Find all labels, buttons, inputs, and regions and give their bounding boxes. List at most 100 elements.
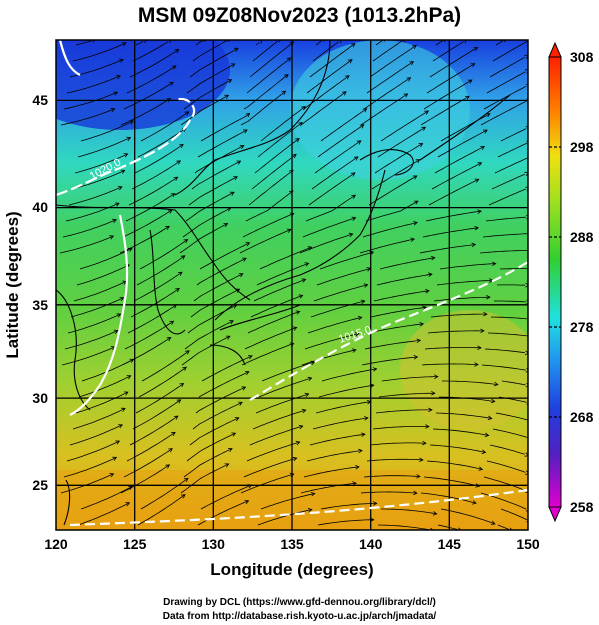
streamline-arrowhead xyxy=(226,207,232,212)
colorbar-tick-label: 268 xyxy=(570,409,594,425)
streamline-arrowhead xyxy=(119,297,125,302)
streamline-arrowhead xyxy=(307,376,313,382)
streamline-arrowhead xyxy=(477,209,482,214)
streamline-arrowhead xyxy=(490,520,496,525)
streamline-arrowhead xyxy=(279,40,281,43)
streamline-arrowhead xyxy=(471,242,477,248)
streamline-arrowhead xyxy=(428,407,433,413)
streamline xyxy=(308,172,356,206)
streamline xyxy=(381,376,438,382)
streamline xyxy=(68,186,123,206)
streamline-arrowhead xyxy=(110,107,116,113)
streamline xyxy=(66,75,121,94)
streamline xyxy=(258,377,312,398)
streamline-arrowhead xyxy=(524,171,528,177)
streamline-arrowhead xyxy=(289,169,294,175)
streamline-arrowhead xyxy=(351,194,357,199)
streamline xyxy=(239,229,291,254)
streamline-arrowhead xyxy=(419,322,425,327)
streamline xyxy=(135,383,184,414)
streamline xyxy=(439,263,496,270)
streamline xyxy=(183,79,232,110)
streamline-arrowhead xyxy=(356,140,362,145)
streamline-arrowhead xyxy=(298,294,304,299)
streamline-arrowhead xyxy=(286,228,292,233)
streamline xyxy=(180,94,229,126)
streamline xyxy=(240,473,294,494)
streamline-arrowhead xyxy=(355,465,360,470)
colorbar-tick-label: 258 xyxy=(570,499,594,515)
streamline xyxy=(306,450,363,462)
streamline xyxy=(375,409,432,414)
streamline xyxy=(123,81,174,110)
streamline-arrowhead xyxy=(422,305,427,311)
streamline-arrowhead xyxy=(123,391,129,396)
streamline xyxy=(317,124,365,158)
streamline-arrowhead xyxy=(487,415,493,421)
colorbar-tick-label: 278 xyxy=(570,319,594,335)
streamline xyxy=(300,482,357,494)
streamline xyxy=(197,129,248,158)
streamline xyxy=(255,393,309,414)
streamline xyxy=(498,396,527,403)
streamline-arrowhead xyxy=(172,304,178,309)
streamline xyxy=(260,106,306,142)
streamline-arrowhead xyxy=(416,338,422,344)
streamline-arrowhead xyxy=(166,98,172,103)
streamline-arrowhead xyxy=(239,145,245,150)
streamline xyxy=(315,40,323,46)
streamline xyxy=(243,457,297,478)
streamline xyxy=(300,91,347,126)
streamline xyxy=(60,473,114,494)
streamline-arrowhead xyxy=(292,456,298,462)
streamline xyxy=(426,460,483,470)
streamline xyxy=(261,361,315,382)
streamline-arrowhead xyxy=(115,440,121,445)
streamline xyxy=(500,128,527,142)
streamline-arrowhead xyxy=(295,137,300,143)
streamline-arrowhead xyxy=(242,129,248,134)
streamline-arrowhead xyxy=(424,110,430,115)
streamline-arrowhead xyxy=(225,335,231,340)
streamline-arrowhead xyxy=(362,108,368,113)
streamline xyxy=(195,386,246,414)
streamline-arrowhead xyxy=(203,40,206,43)
streamline xyxy=(61,346,116,366)
streamline xyxy=(318,384,374,398)
streamline-arrowhead xyxy=(418,143,424,148)
streamline-arrowhead xyxy=(350,172,356,177)
streamline xyxy=(242,213,294,238)
colorbar-tick-label: 298 xyxy=(570,139,594,155)
streamline-arrowhead xyxy=(350,43,356,48)
colorbar-max-arrow xyxy=(548,41,562,58)
streamline-arrowhead xyxy=(351,348,357,353)
streamline xyxy=(302,217,356,238)
streamline-arrowhead xyxy=(167,209,173,214)
streamline-arrowhead xyxy=(352,481,357,486)
streamline xyxy=(375,40,383,46)
y-axis-label: Latitude (degrees) xyxy=(3,211,22,358)
streamline xyxy=(137,127,187,158)
streamline-arrowhead xyxy=(169,81,174,86)
streamline xyxy=(486,460,526,473)
streamline xyxy=(249,41,294,78)
streamline-arrowhead xyxy=(357,315,363,321)
streamline xyxy=(80,486,133,510)
y-axis: 25 30 35 40 45 xyxy=(32,92,48,493)
streamline xyxy=(495,412,528,421)
streamline-arrowhead xyxy=(224,463,230,468)
streamline xyxy=(429,444,486,453)
streamline-arrowhead xyxy=(472,500,477,505)
streamline xyxy=(189,417,239,446)
streamline xyxy=(245,190,294,222)
streamline-arrowhead xyxy=(307,508,313,513)
streamline-arrowhead xyxy=(304,392,310,398)
streamline-arrowhead xyxy=(415,159,421,164)
streamline-arrowhead xyxy=(310,360,316,366)
streamline-arrowhead xyxy=(165,464,171,469)
streamline-arrowhead xyxy=(360,299,366,305)
streamline xyxy=(372,40,403,62)
streamline-arrowhead xyxy=(480,328,485,334)
streamline-arrowhead xyxy=(347,59,353,64)
streamline xyxy=(254,138,300,174)
